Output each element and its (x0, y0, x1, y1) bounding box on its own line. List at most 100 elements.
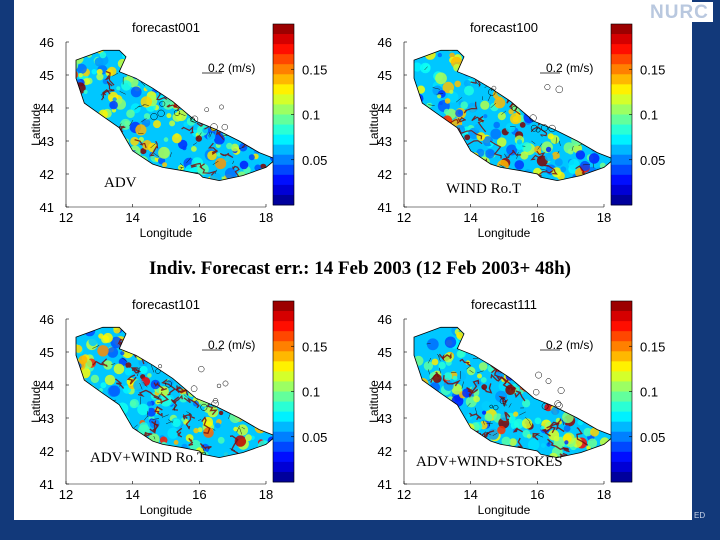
velocity-arrow (226, 90, 234, 94)
velocity-arrow (432, 87, 440, 90)
velocity-arrow (143, 415, 148, 421)
heat-cell (534, 332, 544, 341)
heat-cell (576, 457, 583, 458)
colorbar-tick-label: 0.1 (302, 108, 320, 123)
heat-cell (573, 50, 585, 59)
heat-cell (150, 50, 162, 61)
heat-cell (509, 438, 517, 446)
heat-cell (249, 118, 254, 123)
heat-cell (173, 327, 178, 330)
velocity-arrow (428, 377, 434, 381)
velocity-arrow (585, 410, 587, 417)
y-tick-label: 45 (40, 68, 54, 83)
chart-title: forecast101 (132, 297, 200, 312)
heat-cell (586, 360, 594, 369)
heat-cell (582, 133, 593, 144)
heat-cell (464, 85, 474, 96)
drifter-track (536, 169, 554, 177)
heat-cell (184, 59, 195, 70)
velocity-arrow (150, 364, 155, 373)
heat-cell (414, 98, 418, 109)
heat-cell (539, 67, 545, 72)
heat-cell (584, 97, 594, 107)
heat-cell (260, 327, 267, 331)
velocity-arrow (516, 155, 518, 159)
heat-cell (83, 396, 92, 405)
x-tick-label: 12 (397, 487, 411, 502)
y-axis-label: Latitude (367, 380, 381, 423)
heat-cell (76, 70, 79, 80)
heat-cell (481, 401, 492, 411)
heat-cell (130, 428, 139, 437)
velocity-arrow (431, 139, 438, 142)
heat-cell (460, 153, 468, 161)
velocity-arrow (183, 394, 187, 398)
heat-cell (533, 369, 541, 377)
heat-cell (524, 58, 529, 63)
drifter-track (154, 406, 163, 417)
heat-cell (143, 161, 150, 168)
velocity-arrow (437, 354, 441, 362)
heat-cell (574, 93, 587, 105)
heat-cell (546, 442, 551, 447)
heat-cell (239, 393, 248, 402)
colorbar-step (611, 44, 632, 55)
colorbar-step (611, 431, 632, 443)
drifter-track (538, 383, 551, 397)
colorbar-step (611, 54, 632, 65)
heat-cell (414, 327, 416, 334)
heat-cell (443, 108, 450, 115)
y-tick-label: 44 (40, 378, 54, 393)
heat-cell (414, 410, 420, 418)
heat-cell (147, 50, 154, 53)
drifter-track (514, 390, 526, 402)
heat-cell (545, 112, 552, 119)
heat-cell (505, 55, 514, 64)
heat-cell (579, 380, 586, 386)
heat-cell (169, 57, 180, 68)
heat-cell (488, 351, 494, 357)
heat-cell (244, 455, 252, 458)
heat-cell (551, 108, 562, 119)
heat-cell (265, 116, 270, 121)
heat-cell (216, 50, 222, 52)
velocity-arrow (177, 99, 183, 102)
reference-arrow-label: 0.2 (m/s) (208, 61, 255, 75)
drifter-track (190, 162, 203, 169)
heat-cell (245, 434, 252, 442)
drifter-track (166, 104, 181, 112)
heat-cell (601, 109, 611, 119)
heat-cell (606, 50, 610, 54)
heat-cell (228, 50, 238, 56)
heat-cell (572, 368, 584, 380)
heat-cell (557, 90, 564, 97)
heat-cell (90, 374, 100, 384)
drifter-track (548, 105, 558, 114)
heat-cell (603, 390, 612, 399)
heat-cell (513, 344, 522, 353)
heat-cell (116, 86, 121, 91)
drifter-track (221, 393, 232, 401)
velocity-arrow (562, 420, 565, 426)
heat-cell (414, 62, 422, 72)
velocity-arrow (566, 82, 571, 88)
heat-cell (212, 327, 222, 335)
velocity-arrow (157, 391, 163, 399)
velocity-arrow (236, 425, 240, 433)
heat-cell (485, 443, 497, 455)
colorbar-step (273, 341, 294, 352)
velocity-arrow (555, 137, 557, 144)
drifter-track (429, 116, 443, 126)
velocity-arrow (427, 369, 430, 375)
heat-cell (598, 335, 606, 343)
heat-cell (544, 359, 550, 366)
heat-cell (194, 87, 202, 94)
x-axis-label: Longitude (140, 226, 193, 240)
heat-cell (533, 327, 545, 336)
heat-cell (83, 89, 88, 94)
x-axis-label: Longitude (478, 226, 531, 240)
island (545, 378, 552, 384)
heat-cell (436, 163, 441, 168)
heat-cell (520, 54, 530, 64)
velocity-arrow (246, 124, 253, 127)
